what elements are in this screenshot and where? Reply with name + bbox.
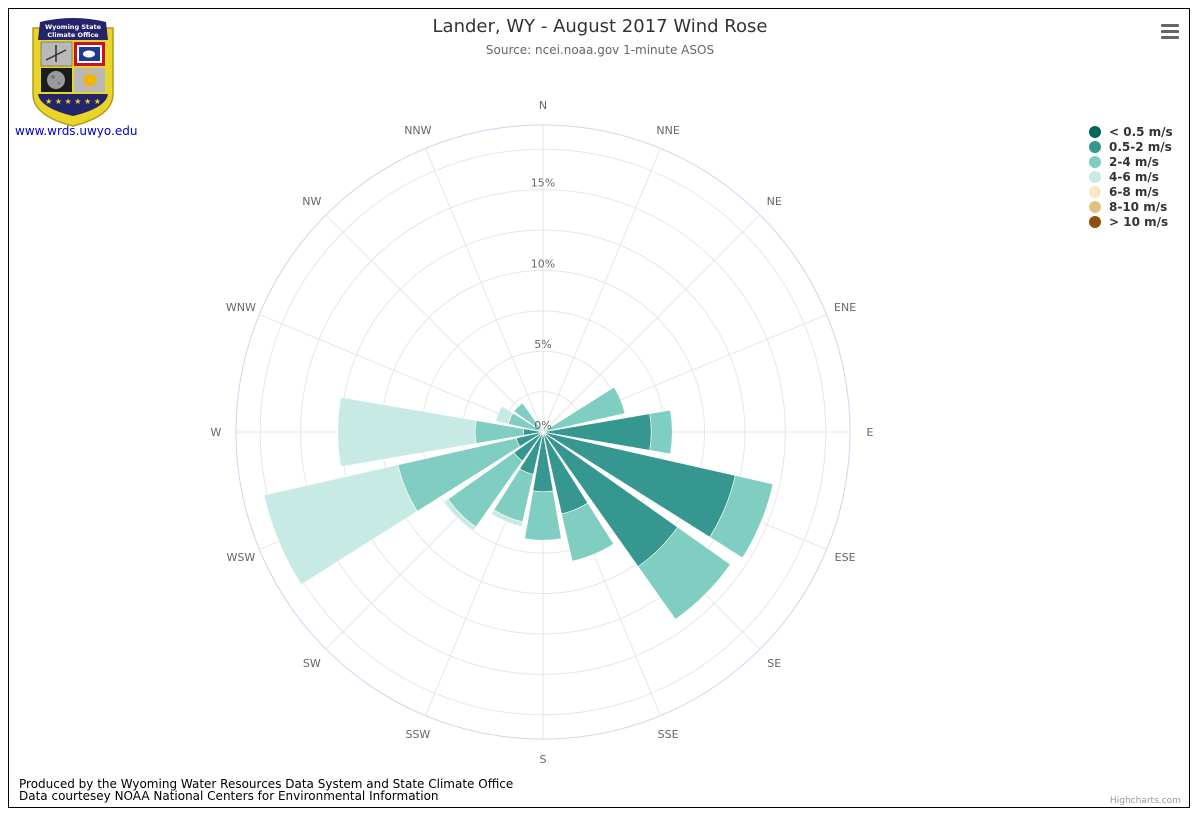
direction-label-SE: SE bbox=[767, 657, 781, 670]
legend-item[interactable]: > 10 m/s bbox=[1089, 214, 1173, 229]
radial-tick-label: 10% bbox=[531, 257, 555, 270]
radial-tick-label: 0% bbox=[534, 419, 551, 432]
wedge-ENE-2-4-m-s[interactable] bbox=[545, 386, 626, 432]
legend-label: > 10 m/s bbox=[1109, 214, 1169, 229]
axis-labels: N NNE NE ENE E ESE SE SSE S SSW SW WSW W WNW NW NNW 0% 5%… bbox=[211, 99, 874, 766]
climate-office-logo: Wyoming State Climate Office ★ ★ ★ ★ ★ ★ bbox=[32, 18, 114, 127]
wedge-S-2-4-m-s[interactable] bbox=[524, 490, 562, 541]
legend-marker bbox=[1089, 155, 1101, 168]
direction-label-NNE: NNE bbox=[656, 124, 679, 137]
footer-credits: Produced by the Wyoming Water Resources … bbox=[19, 778, 513, 802]
direction-label-NNW: NNW bbox=[404, 124, 431, 137]
legend-marker bbox=[1089, 125, 1101, 138]
highcharts-credit-link[interactable]: Highcharts.com bbox=[1110, 796, 1181, 806]
wedge-SW-4-6-m-s[interactable] bbox=[443, 498, 477, 532]
wind-rose-bars bbox=[263, 386, 774, 620]
svg-text:Climate Office: Climate Office bbox=[47, 31, 99, 39]
wedge-WNW-4-6-m-s[interactable] bbox=[495, 405, 514, 425]
legend-marker bbox=[1089, 140, 1101, 153]
direction-label-W: W bbox=[211, 426, 222, 439]
website-link[interactable]: www.wrds.uwyo.edu bbox=[15, 124, 138, 138]
wedge-W-4-6-m-s[interactable] bbox=[337, 396, 477, 468]
legend-label: 0.5-2 m/s bbox=[1109, 139, 1172, 154]
direction-label-NW: NW bbox=[302, 195, 321, 208]
direction-label-S: S bbox=[540, 753, 547, 766]
direction-label-SW: SW bbox=[303, 657, 321, 670]
legend-item[interactable]: 0.5-2 m/s bbox=[1089, 139, 1173, 154]
legend: < 0.5 m/s 0.5-2 m/s 2-4 m/s 4-6 m/s 6-8 m/s 8… bbox=[1089, 124, 1173, 229]
legend-label: 2-4 m/s bbox=[1109, 154, 1159, 169]
legend-label: 8-10 m/s bbox=[1109, 199, 1168, 214]
direction-label-ENE: ENE bbox=[834, 301, 856, 314]
direction-label-ESE: ESE bbox=[835, 551, 856, 564]
legend-marker bbox=[1089, 200, 1101, 213]
legend-label: < 0.5 m/s bbox=[1109, 124, 1173, 139]
wedge-SSW-4-6-m-s[interactable] bbox=[490, 509, 524, 527]
direction-label-WSW: WSW bbox=[227, 551, 256, 564]
direction-label-E: E bbox=[867, 426, 874, 439]
radial-tick-label: 5% bbox=[534, 338, 551, 351]
legend-item[interactable]: 2-4 m/s bbox=[1089, 154, 1173, 169]
footer-line-2: Data courtesey NOAA National Centers for… bbox=[19, 789, 439, 803]
legend-item[interactable]: 6-8 m/s bbox=[1089, 184, 1173, 199]
wedge-E-2-4-m-s[interactable] bbox=[649, 409, 673, 455]
legend-label: 4-6 m/s bbox=[1109, 169, 1159, 184]
direction-label-WNW: WNW bbox=[226, 301, 256, 314]
direction-label-SSW: SSW bbox=[405, 728, 430, 741]
legend-marker bbox=[1089, 215, 1101, 228]
legend-item[interactable]: 8-10 m/s bbox=[1089, 199, 1173, 214]
grid-spoke bbox=[542, 214, 761, 433]
legend-item[interactable]: < 0.5 m/s bbox=[1089, 124, 1173, 139]
legend-label: 6-8 m/s bbox=[1109, 184, 1159, 199]
wedge-ESE-2-4-m-s[interactable] bbox=[709, 475, 774, 559]
footer-line-1: Produced by the Wyoming Water Resources … bbox=[19, 777, 514, 791]
chart-subtitle: Source: ncei.noaa.gov 1-minute ASOS bbox=[485, 43, 715, 57]
radial-tick-label: 15% bbox=[531, 177, 555, 190]
legend-marker bbox=[1089, 185, 1101, 198]
legend-marker bbox=[1089, 170, 1101, 183]
hamburger-menu-icon[interactable] bbox=[1158, 20, 1182, 40]
grid-spoke bbox=[542, 148, 661, 433]
polar-grid bbox=[235, 124, 851, 740]
wedge-WSW-4-6-m-s[interactable] bbox=[263, 464, 418, 586]
svg-text:★ ★ ★ ★ ★ ★: ★ ★ ★ ★ ★ ★ bbox=[45, 97, 101, 106]
svg-text:Wyoming State: Wyoming State bbox=[45, 23, 102, 31]
direction-label-NE: NE bbox=[767, 195, 782, 208]
legend-item[interactable]: 4-6 m/s bbox=[1089, 169, 1173, 184]
chart-title: Lander, WY - August 2017 Wind Rose bbox=[432, 16, 768, 37]
wedge-SSE-2-4-m-s[interactable] bbox=[561, 502, 615, 562]
grid-spoke bbox=[259, 314, 544, 433]
direction-label-SSE: SSE bbox=[658, 728, 679, 741]
direction-label-N: N bbox=[539, 99, 547, 112]
grid-spoke bbox=[325, 214, 544, 433]
grid-spoke bbox=[425, 148, 544, 433]
wedge-SE-2-4-m-s[interactable] bbox=[637, 526, 731, 620]
wedge-NW-2-4-m-s[interactable] bbox=[513, 402, 542, 431]
